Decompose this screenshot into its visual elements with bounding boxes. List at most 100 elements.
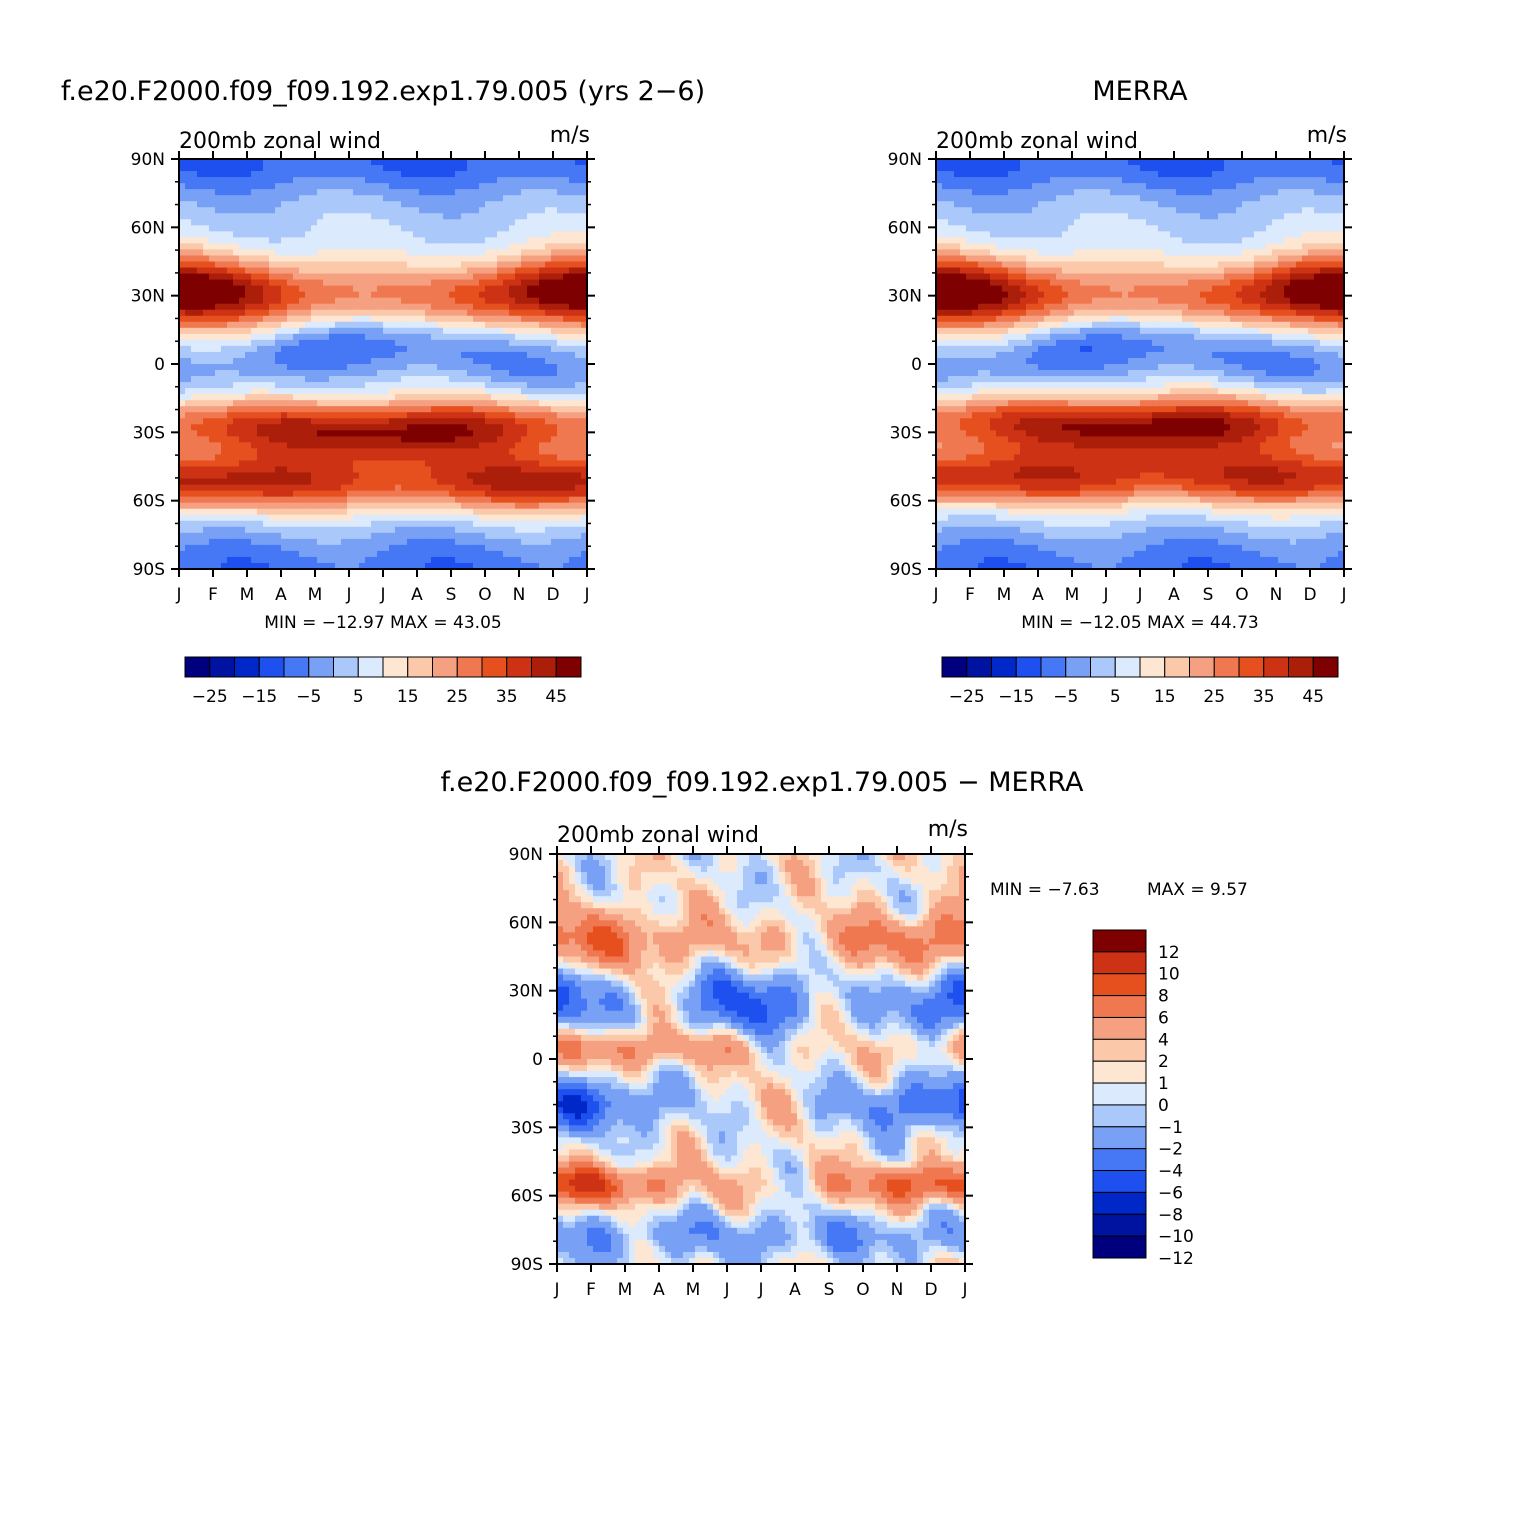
contour-cell xyxy=(335,406,342,413)
contour-cell xyxy=(245,400,252,407)
contour-cell xyxy=(239,466,246,474)
contour-cell xyxy=(335,382,342,389)
contour-cell xyxy=(485,388,492,395)
contour-cell xyxy=(419,538,426,546)
contour-cell xyxy=(305,472,312,480)
contour-cell xyxy=(413,225,420,232)
contour-cell xyxy=(521,376,528,383)
contour-cell xyxy=(461,442,468,450)
contour-cell xyxy=(443,339,450,347)
contour-cell xyxy=(461,514,468,522)
contour-cell xyxy=(533,165,540,172)
contour-cell xyxy=(491,225,498,232)
contour-cell xyxy=(257,442,264,450)
contour-cell xyxy=(389,267,396,275)
contour-cell xyxy=(449,436,456,443)
contour-cell xyxy=(383,376,390,383)
contour-cell xyxy=(245,466,252,474)
contour-cell xyxy=(365,339,372,347)
contour-cell xyxy=(365,357,372,365)
contour-cell xyxy=(413,351,420,359)
contour-cell xyxy=(431,364,438,371)
contour-cell xyxy=(287,255,294,263)
contour-cell xyxy=(467,436,474,443)
contour-cell xyxy=(293,201,300,208)
contour-cell xyxy=(389,195,396,202)
contour-cell xyxy=(539,526,546,534)
contour-cell xyxy=(461,321,468,329)
contour-cell xyxy=(1080,171,1087,178)
contour-cell xyxy=(179,357,186,365)
contour-cell xyxy=(329,370,336,377)
contour-cell xyxy=(311,303,318,311)
contour-cell xyxy=(221,526,228,534)
contour-cell xyxy=(347,382,354,389)
contour-cell xyxy=(491,418,498,425)
contour-cell xyxy=(401,382,408,389)
contour-cell xyxy=(443,430,450,437)
contour-cell xyxy=(401,514,408,522)
contour-cell xyxy=(197,406,204,413)
contour-cell xyxy=(545,538,552,546)
contour-cell xyxy=(257,315,264,323)
contour-cell xyxy=(521,442,528,450)
contour-cell xyxy=(443,520,450,528)
contour-cell xyxy=(467,538,474,546)
contour-cell xyxy=(413,327,420,335)
contour-cell xyxy=(383,502,390,510)
contour-cell xyxy=(227,490,234,498)
y-tick-label: 90N xyxy=(131,150,165,170)
contour-cell xyxy=(437,424,444,431)
contour-cell xyxy=(1212,177,1219,184)
contour-cell xyxy=(533,532,540,540)
contour-cell xyxy=(431,436,438,443)
contour-cell xyxy=(443,496,450,504)
contour-cell xyxy=(557,538,564,546)
contour-cell xyxy=(575,249,582,257)
contour-cell xyxy=(185,466,192,474)
contour-cell xyxy=(575,442,582,450)
contour-cell xyxy=(503,159,510,166)
contour-cell xyxy=(185,430,192,437)
contour-cell xyxy=(221,430,228,437)
contour-cell xyxy=(527,496,534,504)
contour-cell xyxy=(203,376,210,383)
contour-cell xyxy=(233,382,240,389)
contour-cell xyxy=(269,490,276,498)
contour-cell xyxy=(473,502,480,510)
contour-cell xyxy=(221,520,228,528)
contour-cell xyxy=(311,231,318,238)
contour-cell xyxy=(527,436,534,443)
contour-cell xyxy=(984,177,991,184)
contour-cell xyxy=(269,351,276,359)
contour-cell xyxy=(275,279,282,287)
x-tick-label: O xyxy=(478,585,491,605)
contour-cell xyxy=(479,171,486,178)
contour-cell xyxy=(479,478,486,486)
contour-cell xyxy=(179,478,186,486)
contour-cell xyxy=(353,279,360,287)
contour-cell xyxy=(569,412,576,419)
contour-cell xyxy=(533,159,540,166)
contour-cell xyxy=(257,339,264,347)
contour-cell xyxy=(275,267,282,275)
contour-cell xyxy=(305,412,312,419)
contour-cell xyxy=(377,165,384,172)
contour-cell xyxy=(443,448,450,456)
contour-cell xyxy=(449,267,456,275)
contour-cell xyxy=(491,490,498,498)
contour-cell xyxy=(239,508,246,516)
contour-cell xyxy=(401,303,408,311)
contour-cell xyxy=(569,351,576,359)
contour-cell xyxy=(503,351,510,359)
contour-cell xyxy=(311,418,318,425)
contour-cell xyxy=(239,472,246,480)
contour-cell xyxy=(455,490,462,498)
contour-cell xyxy=(281,309,288,317)
contour-cell xyxy=(269,400,276,407)
contour-cell xyxy=(347,165,354,172)
contour-cell xyxy=(509,201,516,208)
contour-cell xyxy=(263,448,270,456)
contour-cell xyxy=(437,526,444,534)
contour-cell xyxy=(353,526,360,534)
